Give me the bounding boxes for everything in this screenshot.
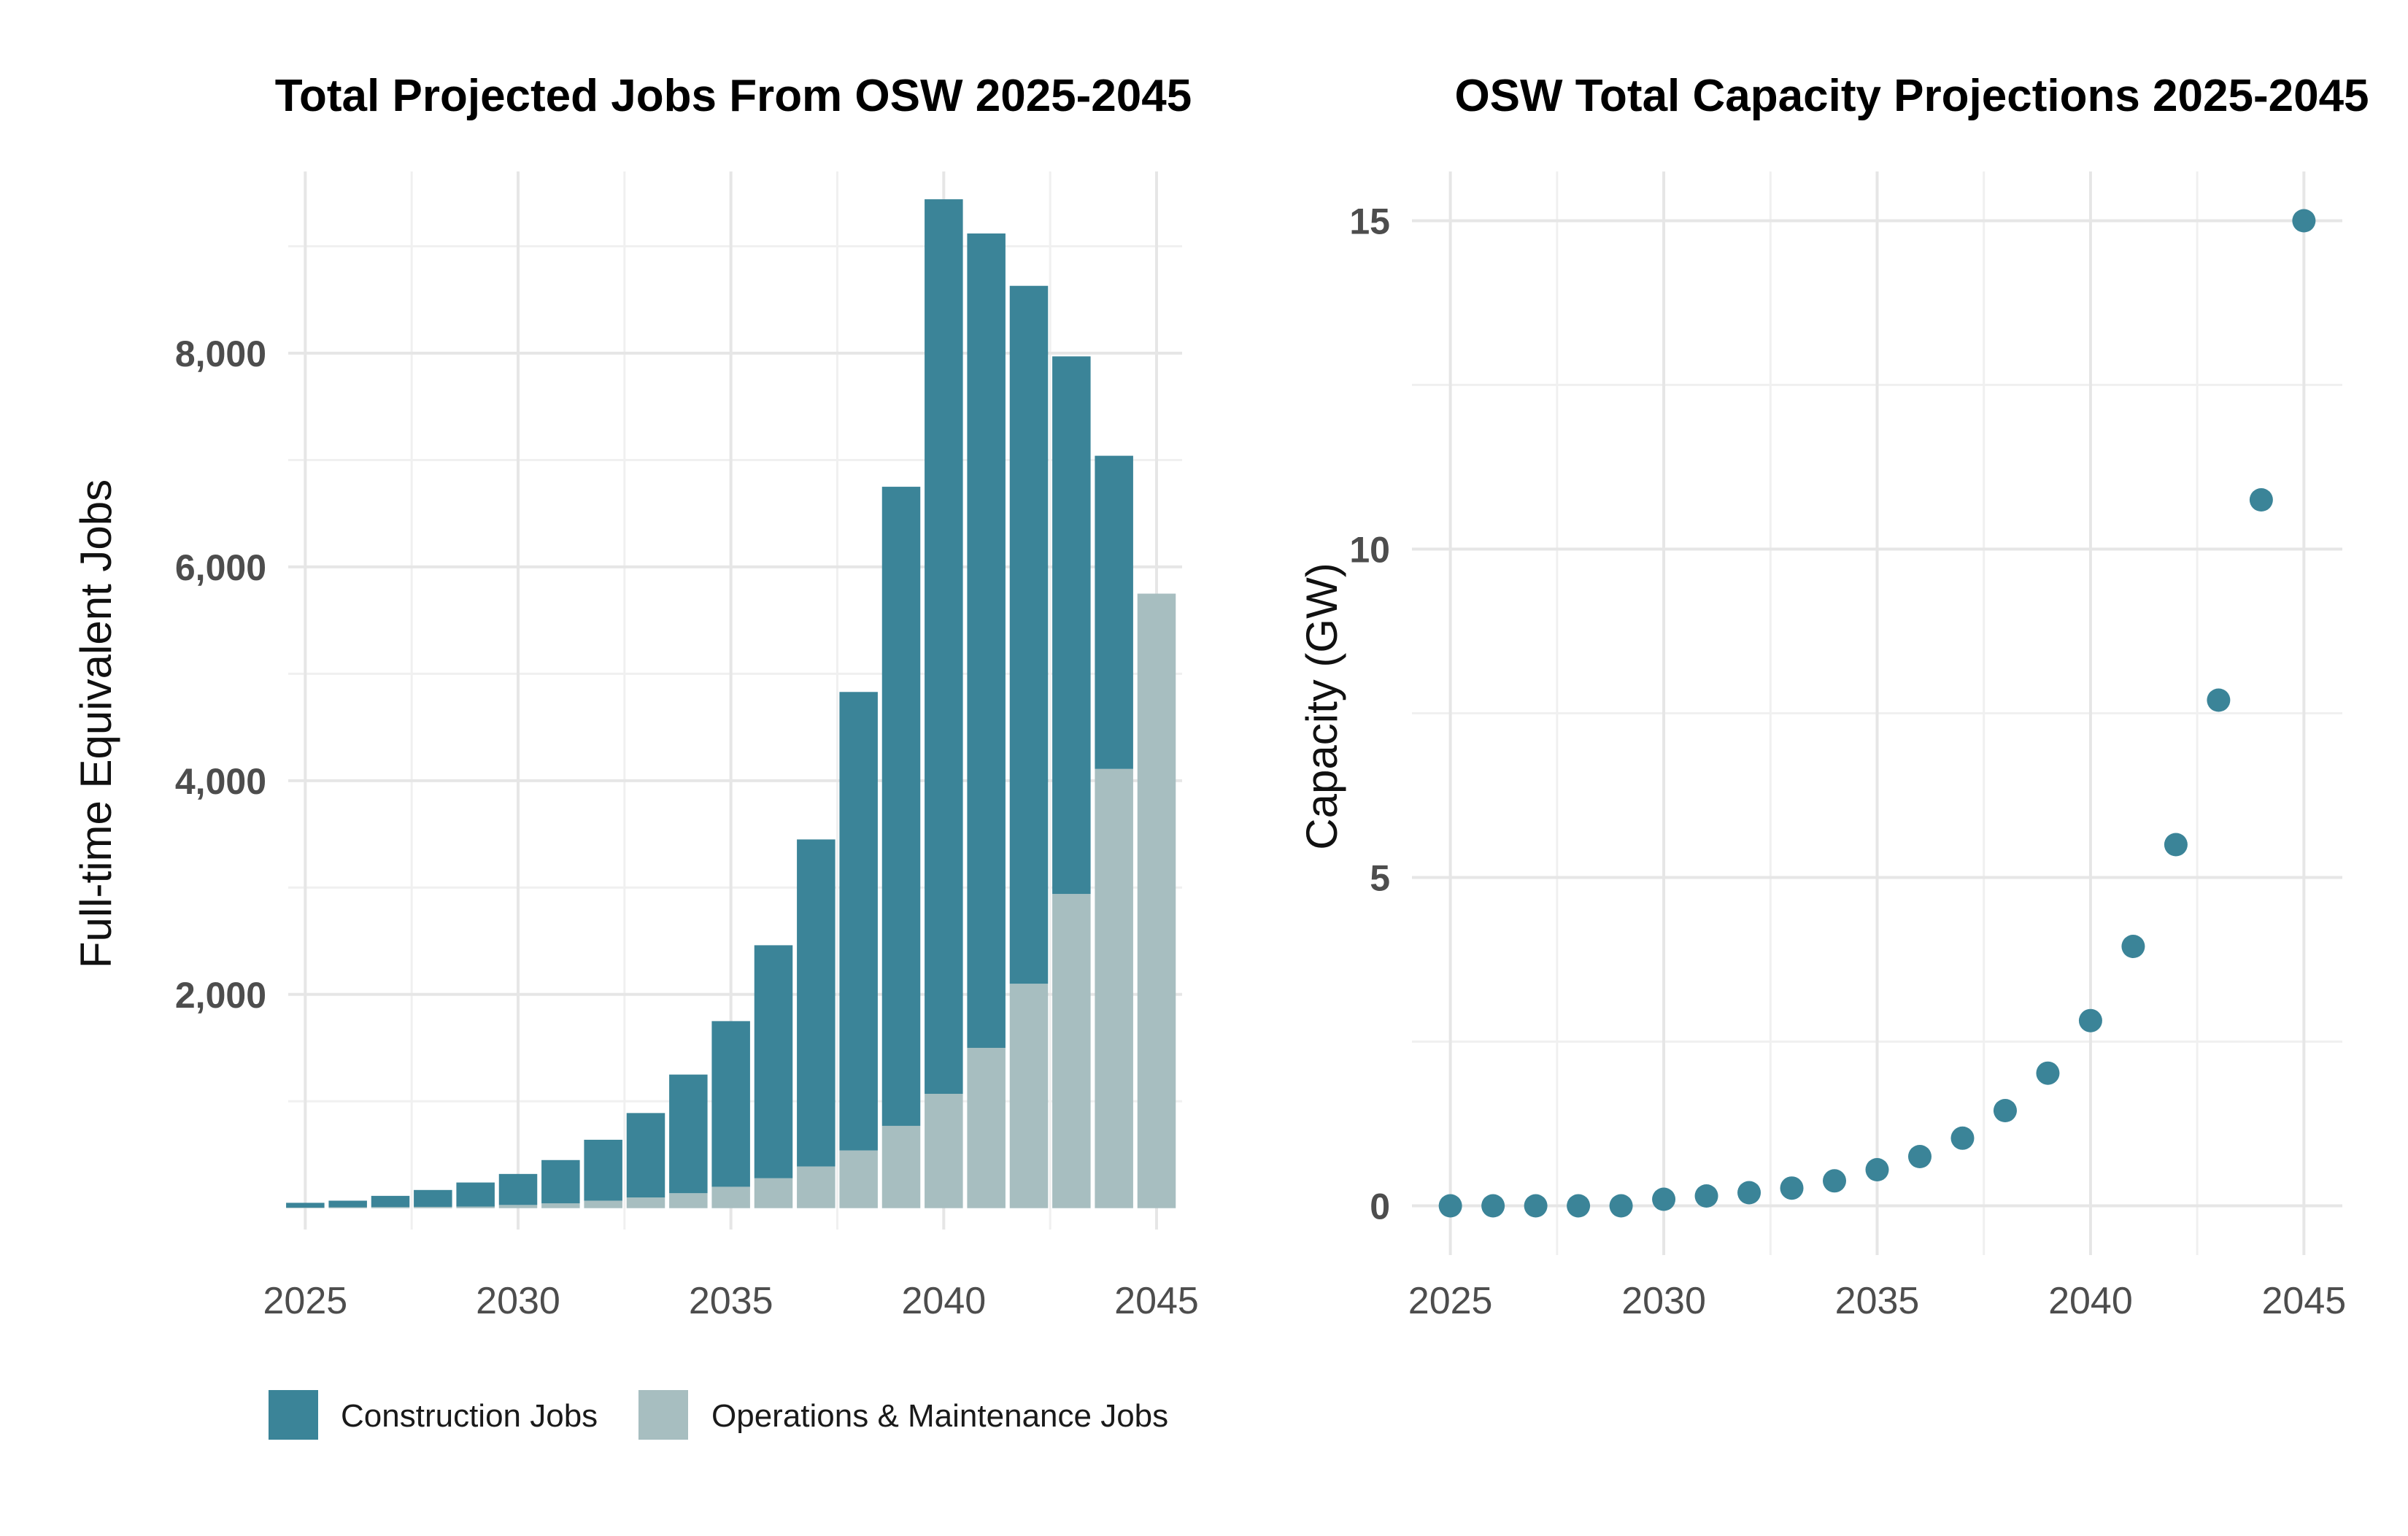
bar-construction-jobs-2026 [328,1200,367,1208]
capacity-chart-x-tick-label: 2045 [2262,1280,2347,1322]
capacity-chart: OSW Total Capacity Projections 2025-2045… [1297,71,2369,1322]
legend-label-construction: Construction Jobs [341,1398,598,1434]
jobs-chart-x-tick-label: 2025 [263,1280,347,1322]
capacity-chart-y-axis-label: Capacity (GW) [1297,563,1346,849]
capacity-point-2043 [2207,688,2231,712]
bar-construction-jobs-2043 [1052,356,1091,895]
capacity-chart-x-tick-label: 2035 [1835,1280,1920,1322]
bar-construction-jobs-2038 [839,692,878,1151]
capacity-point-2025 [1438,1194,1462,1218]
capacity-point-2026 [1481,1194,1505,1218]
capacity-point-2041 [2121,935,2145,958]
capacity-point-2035 [1865,1158,1889,1181]
capacity-point-2028 [1567,1194,1591,1218]
jobs-chart-title: Total Projected Jobs From OSW 2025-2045 [275,71,1192,121]
capacity-point-2044 [2249,488,2273,512]
jobs-chart-y-axis-label: Full-time Equivalent Jobs [72,479,120,968]
capacity-point-2030 [1652,1187,1676,1211]
capacity-chart-y-tick-labels: 0 5 10 15 [1349,201,1390,1227]
bar-operations-and-maintenance-jobs-2030 [498,1205,538,1208]
bar-operations-and-maintenance-jobs-2045 [1137,593,1176,1208]
capacity-chart-x-tick-label: 2030 [1621,1280,1706,1322]
bar-operations-and-maintenance-jobs-2029 [456,1206,495,1208]
legend-swatch-construction [269,1390,318,1440]
bar-operations-and-maintenance-jobs-2041 [967,1048,1006,1208]
jobs-chart-x-tick-label: 2040 [901,1280,986,1322]
bar-operations-and-maintenance-jobs-2044 [1095,768,1133,1208]
legend-label-operations-maintenance: Operations & Maintenance Jobs [711,1398,1168,1434]
bar-construction-jobs-2041 [967,233,1006,1049]
bar-construction-jobs-2033 [626,1113,665,1198]
capacity-point-2045 [2292,209,2316,233]
jobs-chart-y-tick-label: 8,000 [175,333,266,374]
jobs-chart-x-tick-label: 2035 [689,1280,773,1322]
capacity-point-2037 [1950,1126,1975,1150]
bar-construction-jobs-2042 [1009,285,1049,984]
bar-construction-jobs-2028 [414,1189,452,1207]
bar-construction-jobs-2040 [925,199,963,1094]
capacity-point-2040 [2078,1008,2102,1033]
bar-construction-jobs-2025 [286,1203,325,1208]
capacity-chart-x-tick-label: 2040 [2048,1280,2133,1322]
capacity-point-2031 [1694,1184,1718,1208]
bar-operations-and-maintenance-jobs-2027 [371,1207,410,1208]
jobs-chart-x-tick-label: 2045 [1114,1280,1199,1322]
bar-operations-and-maintenance-jobs-2038 [839,1150,878,1208]
bar-operations-and-maintenance-jobs-2043 [1052,894,1091,1208]
capacity-point-2032 [1737,1181,1761,1205]
bar-construction-jobs-2027 [371,1195,410,1208]
capacity-point-2039 [2036,1061,2060,1085]
jobs-chart-x-tick-labels: 2025 2030 2035 2040 2045 [263,1280,1198,1322]
bar-construction-jobs-2044 [1095,455,1133,769]
capacity-point-2027 [1524,1194,1548,1218]
jobs-chart-x-tick-label: 2030 [476,1280,560,1322]
bar-construction-jobs-2037 [797,839,836,1167]
bar-operations-and-maintenance-jobs-2039 [881,1125,921,1208]
bar-operations-and-maintenance-jobs-2037 [797,1166,836,1208]
bar-construction-jobs-2036 [754,945,793,1178]
capacity-chart-y-tick-label: 0 [1370,1186,1390,1227]
bar-operations-and-maintenance-jobs-2042 [1009,984,1049,1208]
bar-operations-and-maintenance-jobs-2034 [669,1193,708,1208]
bar-operations-and-maintenance-jobs-2031 [541,1203,580,1208]
capacity-chart-title: OSW Total Capacity Projections 2025-2045 [1454,71,2369,121]
jobs-chart-y-tick-label: 6,000 [175,547,266,588]
capacity-point-2038 [1993,1099,2017,1122]
bar-construction-jobs-2030 [498,1173,538,1205]
capacity-chart-points [1438,209,2316,1218]
bar-operations-and-maintenance-jobs-2040 [925,1093,963,1208]
bar-operations-and-maintenance-jobs-2028 [414,1206,452,1208]
bar-construction-jobs-2031 [541,1159,580,1204]
jobs-chart: Total Projected Jobs From OSW 2025-2045 … [72,71,1199,1440]
jobs-chart-bars [286,199,1176,1208]
bar-construction-jobs-2035 [711,1021,750,1187]
capacity-chart-x-tick-labels: 2025 2030 2035 2040 2045 [1408,1280,2346,1322]
legend-swatch-operations-maintenance [638,1390,688,1440]
capacity-point-2042 [2164,833,2188,857]
capacity-point-2034 [1823,1169,1847,1193]
bar-construction-jobs-2039 [881,487,921,1126]
capacity-chart-y-tick-label: 10 [1349,530,1390,571]
capacity-chart-y-tick-label: 5 [1370,858,1390,899]
jobs-chart-legend: Construction Jobs Operations & Maintenan… [269,1390,1168,1440]
bar-construction-jobs-2032 [584,1139,622,1201]
capacity-point-2033 [1780,1176,1804,1200]
bar-construction-jobs-2034 [669,1074,708,1194]
capacity-point-2036 [1907,1145,1932,1168]
bar-construction-jobs-2029 [456,1182,495,1207]
bar-operations-and-maintenance-jobs-2033 [626,1197,665,1208]
capacity-chart-gridlines [1412,171,2342,1255]
jobs-chart-y-tick-labels: 2,000 4,000 6,000 8,000 [175,333,266,1016]
capacity-point-2029 [1609,1194,1633,1218]
bar-operations-and-maintenance-jobs-2035 [711,1186,750,1208]
jobs-chart-y-tick-label: 4,000 [175,761,266,802]
jobs-chart-y-tick-label: 2,000 [175,975,266,1016]
capacity-chart-x-tick-label: 2025 [1408,1280,1493,1322]
capacity-chart-y-tick-label: 15 [1349,201,1390,242]
bar-operations-and-maintenance-jobs-2032 [584,1200,622,1208]
bar-operations-and-maintenance-jobs-2036 [754,1178,793,1208]
